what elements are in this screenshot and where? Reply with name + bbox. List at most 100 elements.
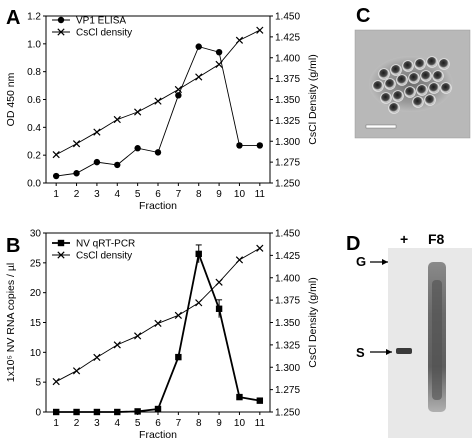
virus-particle [438, 58, 450, 70]
panel-a-x-tick-label: 1 [53, 189, 59, 200]
panel-b-legend-marker-0 [57, 239, 65, 247]
band-arrowhead-g [382, 259, 388, 265]
band-label-g: G [356, 254, 366, 269]
panel-b-legend-label-1: CsCl density [76, 251, 132, 262]
band-label-s: S [356, 345, 365, 360]
panel-b-series-0-point [256, 397, 264, 404]
panel-c-letter: C [356, 5, 370, 27]
panel-b-y-tick-label: 15 [30, 318, 42, 329]
virus-particle [392, 90, 404, 102]
panel-b-series-1-point [235, 256, 244, 264]
scale-bar [365, 124, 397, 129]
panel-b-axes: 1 2 3 4 5 6 7 8 9 10 11 0 5 10 15 20 25 30 1.250 1.275 1.300… [5, 229, 319, 442]
virus-particle [428, 82, 440, 94]
panel-b-x-tick-label: 9 [216, 418, 222, 429]
virus-particle [380, 92, 392, 104]
panel-a-series-0-point [175, 92, 182, 99]
virus-particle [426, 56, 438, 68]
panel-b-series-0-line [56, 250, 260, 413]
panel-b-series-1-point [72, 367, 81, 375]
panel-b-series-1-point [256, 244, 264, 252]
virus-particle [420, 70, 432, 82]
panel-a-y-tick-label: 1.0 [27, 39, 41, 50]
panel-b-y-axis-label: 1x10⁵ NV RNA copies / µl [5, 263, 17, 383]
virus-particle [384, 78, 396, 90]
virus-particle [378, 68, 390, 80]
panel-b-series-0-point [52, 408, 60, 416]
virus-particle [440, 82, 452, 94]
panel-a-x-tick-label: 11 [255, 189, 266, 200]
panel-b-x-tick-label: 8 [196, 418, 202, 429]
panel-b-y-tick-label: 20 [30, 288, 42, 299]
panel-b-x-axis-label: Fraction [139, 429, 177, 441]
panel-a-x-tick-label: 5 [135, 189, 141, 200]
panel-a-series-0-point [114, 161, 121, 169]
panel-a-series-1-point [215, 60, 223, 69]
panel-a-series-0-point [195, 43, 202, 50]
panel-a-y-axis-label: OD 450 nm [5, 72, 17, 126]
panel-c-micrograph: C [354, 5, 471, 139]
panel-a-series-1-point [113, 115, 121, 124]
panel-b-series-0-point [236, 393, 243, 401]
panel-a-marks [52, 26, 264, 180]
panel-a-series-1-point [52, 150, 60, 159]
virus-particle [388, 102, 400, 114]
virus-particle [402, 60, 414, 72]
panel-a-chart: A 1 2 3 4 5 6 7 8 9 10 11 0.0 0.2 0.4 0.6 0.8 1.0 1.2 1.25… [5, 7, 319, 212]
panel-a-x-tick-label: 3 [94, 189, 100, 200]
panel-b-series-0-point [195, 250, 202, 258]
panel-a-x-tick-label: 9 [216, 189, 222, 200]
panel-b-series-1-point [174, 311, 182, 319]
panel-b-legend-marker-1 [57, 251, 65, 259]
panel-b-series-0-point [93, 408, 101, 416]
panel-a-series-0-point [236, 142, 243, 149]
panel-b-series-0-point [73, 408, 80, 416]
panel-a-series-1-point [154, 97, 162, 105]
virus-particle [416, 84, 428, 96]
virus-particle [414, 58, 426, 70]
panel-b-series-0-point [175, 353, 182, 361]
panel-a-axes: 1 2 3 4 5 6 7 8 9 10 11 0.0 0.2 0.4 0.6 0.8 1.0 1.2 1.250 1… [5, 12, 319, 213]
panel-a-y2-tick-label: 1.400 [275, 53, 300, 64]
panel-a-series-0-point [215, 48, 223, 56]
virus-particle [396, 74, 408, 86]
panel-b-x-tick-label: 4 [114, 418, 120, 429]
lane-label-positive: + [400, 231, 408, 247]
panel-b-x-tick-label: 10 [234, 418, 246, 429]
panel-b-series-1-point [113, 341, 121, 349]
virus-particle [412, 96, 424, 108]
panel-b-series-1-point [215, 278, 223, 286]
virus-particles [372, 56, 452, 114]
panel-a-series-1-point [93, 128, 101, 136]
panel-a-y2-tick-label: 1.425 [275, 32, 300, 43]
panel-a-x-tick-label: 2 [74, 189, 80, 200]
panel-b-series-1-point [154, 319, 162, 328]
panel-b-series-1-point [93, 353, 101, 362]
panel-a-series-0-point [134, 145, 141, 152]
panel-b-series-0-point [134, 408, 141, 415]
virus-particle [390, 64, 402, 76]
band-arrowhead-s [386, 349, 392, 355]
panel-b-y-tick-label: 10 [30, 348, 42, 359]
panel-b-y2-tick-label: 1.350 [275, 318, 300, 329]
panel-b-y2-tick-label: 1.275 [275, 385, 300, 396]
panel-a-legend-label-1: CsCl density [76, 28, 132, 39]
panel-a-x-tick-label: 10 [234, 189, 246, 200]
panel-b-y2-axis-label: CsCl Density (g/ml) [307, 277, 319, 367]
panel-a-series-0-point [93, 158, 101, 166]
panel-a-legend-label-0: VP1 ELISA [76, 16, 126, 27]
panel-b-series-1-point [134, 332, 142, 340]
panel-a-x-axis-label: Fraction [139, 200, 177, 212]
panel-a-y2-tick-label: 1.275 [275, 158, 300, 169]
panel-a-y2-tick-label: 1.350 [275, 95, 300, 106]
panel-a-series-0-point [256, 142, 264, 149]
panel-a-series-0-point [73, 170, 80, 177]
panel-b-series-1-line [55, 247, 261, 382]
panel-a-legend-marker-0 [57, 16, 65, 24]
panel-b-marks [52, 244, 264, 416]
panel-b-y-tick-label: 0 [35, 408, 41, 419]
panel-a-y-tick-label: 0.4 [27, 123, 41, 134]
panel-a-x-tick-label: 4 [114, 189, 120, 200]
panel-b-x-tick-label: 5 [135, 418, 141, 429]
